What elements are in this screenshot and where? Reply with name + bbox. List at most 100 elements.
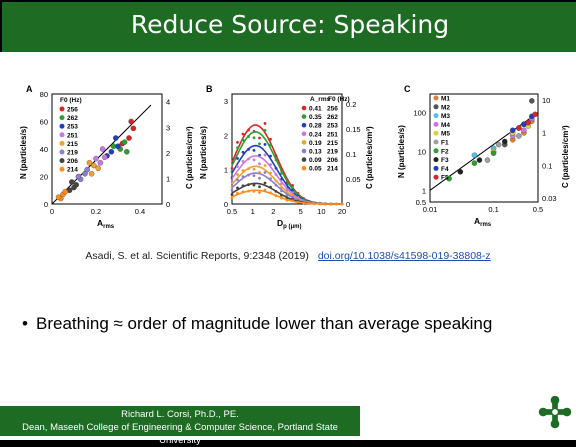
data-point [307,202,311,205]
y-tick-label: 80 [40,90,48,99]
y-right-tick-label: 4 [166,98,170,107]
data-point [258,176,261,180]
data-point [269,137,272,141]
y-axis-right-label: C (particles/cm³) [561,125,570,188]
data-point [130,125,137,132]
data-point [247,183,250,187]
legend-label: M4 [441,122,450,129]
data-point [291,195,294,199]
data-point [126,135,132,141]
data-point [252,189,256,193]
data-point [69,179,75,185]
legend-marker [433,104,439,110]
doi-link[interactable]: doi.org/10.1038/s41598-019-38808-z [317,250,491,262]
panel-c-chart: C N (particles/s) C (particles/cm³) Arms 0.0… [397,84,570,228]
y-axis-label: N (particles/s) [397,125,406,178]
legend-marker [301,114,307,119]
data-point [241,190,245,194]
x-tick-label: 0.01 [423,205,438,214]
panel-label: C [404,84,411,94]
data-point [269,163,272,166]
data-point [241,138,245,142]
y-axis-right-label: C (particles/cm³) [365,126,374,189]
legend-label: 0.35 [309,114,322,121]
y-tick-label: 0.5 [416,198,426,207]
legend-title: F0 (Hz) [60,97,82,104]
data-point [230,193,234,197]
x-axis-label: Dp (μm) [277,218,301,230]
data-point [324,202,327,206]
data-point [230,196,234,200]
data-point [340,202,344,206]
data-point [236,178,239,182]
legend-marker [59,140,65,146]
data-point [274,173,278,176]
legend-label: 206 [67,158,78,165]
panel-label: B [206,84,213,94]
y-axis-right-label: C (particles/cm³) [185,126,194,189]
legend-marker [301,131,307,137]
data-point [269,177,272,181]
data-point [121,139,128,145]
data-point [285,198,289,202]
data-point [502,138,508,145]
data-point [93,155,99,162]
x-tick-label: 5 [299,207,303,216]
data-point [484,157,491,163]
legend-header-arms: A_rms [310,96,331,103]
legend-header-f0: F0 (Hz) [328,96,350,103]
legend-marker [301,148,307,154]
data-point [457,168,464,175]
footer: Richard L. Corsi, Ph.D., PE. Dean, Masee… [0,406,360,446]
y-tick-label: 0 [44,200,48,209]
legend-f0: 214 [327,166,338,173]
legend-f0: 219 [327,149,338,156]
data-point [258,191,261,194]
data-point [124,149,130,155]
data-point [525,119,531,126]
data-point [471,160,478,166]
legend-label: F5 [441,175,449,182]
y-right-tick-label: 0.2 [346,100,356,109]
data-point [446,175,452,182]
x-tick-label: 0.1 [488,205,498,214]
legend-f0: 215 [327,140,338,147]
data-point [471,152,478,158]
citation: Asadi, S. et al. Scientific Reports, 9:2… [0,250,576,262]
legend-label: 219 [67,150,78,157]
data-point [274,179,278,183]
legend-label: 251 [67,132,78,139]
data-point [263,129,267,132]
legend-label: F2 [441,148,449,155]
data-point [263,122,267,125]
y-right-tick-label: 1 [166,174,170,183]
data-point [335,202,338,206]
data-point [84,166,90,173]
data-point [521,127,527,134]
y-right-tick-label: 10 [542,96,550,105]
data-point [476,157,483,163]
legend-label: 253 [67,124,78,131]
y-right-tick-label: 0.15 [346,125,361,134]
y-right-tick-label: 0.1 [346,150,356,159]
data-point [263,188,267,192]
data-point [291,185,294,189]
footer-affiliation: Dean, Maseeh College of Engineering & Co… [22,422,338,446]
x-tick-label: 0.2 [91,207,101,216]
data-point [99,146,106,152]
legend-marker [59,115,65,121]
panel-a-chart: A N (particles/s) C (particles/cm³) Arms 0 0.… [19,84,194,230]
x-tick-label: 0 [50,207,54,216]
y-tick-label: 40 [40,145,48,154]
legend-marker [59,123,65,129]
data-point [236,191,239,195]
legend-label: 214 [67,167,78,174]
data-point [247,147,250,151]
data-point [236,146,239,150]
data-point [263,164,267,167]
x-tick-label: 0.4 [135,207,145,216]
data-point [318,202,322,206]
